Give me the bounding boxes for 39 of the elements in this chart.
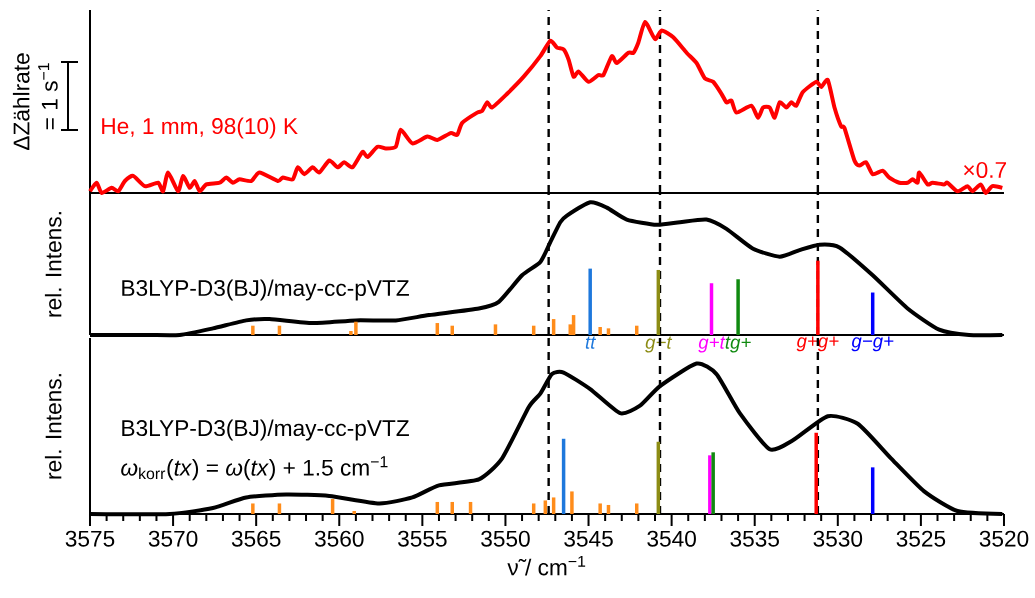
y-axis-title: rel. Intens. xyxy=(44,374,62,479)
bar xyxy=(736,279,740,335)
annotation: B3LYP-D3(BJ)/may-cc-pVTZ xyxy=(122,279,409,301)
annotation: B3LYP-D3(BJ)/may-cc-pVTZ xyxy=(122,419,409,441)
x-tick-label: 3560 xyxy=(314,530,364,547)
bar xyxy=(606,328,611,335)
annotation: ×0.7 xyxy=(963,161,1007,178)
x-tick-label: 3555 xyxy=(398,530,447,547)
x-tick-label: 3550 xyxy=(481,530,530,547)
x-tick-label: 3535 xyxy=(730,530,779,547)
series-label: g+g+ xyxy=(796,336,839,352)
text: = 1 s$^{−1}$ xyxy=(38,63,58,130)
x-tick-label: 3570 xyxy=(148,530,198,547)
bar xyxy=(251,325,255,335)
x-tick-label: 3525 xyxy=(896,530,946,547)
bar xyxy=(352,510,356,514)
x-tick-label: 3520 xyxy=(979,530,1029,547)
x-axis-title: ν̃ / cm$^{−1}$ xyxy=(507,555,586,576)
y-axis-title: ΔZählrate xyxy=(12,53,30,150)
x-tick-label: 3565 xyxy=(231,530,281,547)
bar xyxy=(570,491,574,514)
x-tick-label: 3530 xyxy=(813,530,863,547)
x-tick-label: 3545 xyxy=(564,530,613,547)
bar xyxy=(598,503,602,514)
x-tick-label: 3575 xyxy=(65,530,115,547)
series-label: g+t xyxy=(698,336,726,353)
y-axis-title: rel. Intens. xyxy=(44,212,62,317)
text: ω$_{korr}$(tx) = ω(tx) + 1.5 cm$^{−1}$ xyxy=(121,456,388,481)
series-label: tt xyxy=(585,336,597,349)
series-label: g−g+ xyxy=(851,336,894,352)
x-tick-label: 3540 xyxy=(647,530,696,547)
series-label: g−t xyxy=(645,336,673,353)
bar xyxy=(814,432,818,514)
series-label: tg+ xyxy=(725,336,751,353)
bar xyxy=(598,327,602,335)
annotation: He, 1 mm, 98(10) K xyxy=(102,117,298,139)
bar xyxy=(816,260,820,335)
bar xyxy=(251,503,255,514)
bar xyxy=(588,268,592,335)
